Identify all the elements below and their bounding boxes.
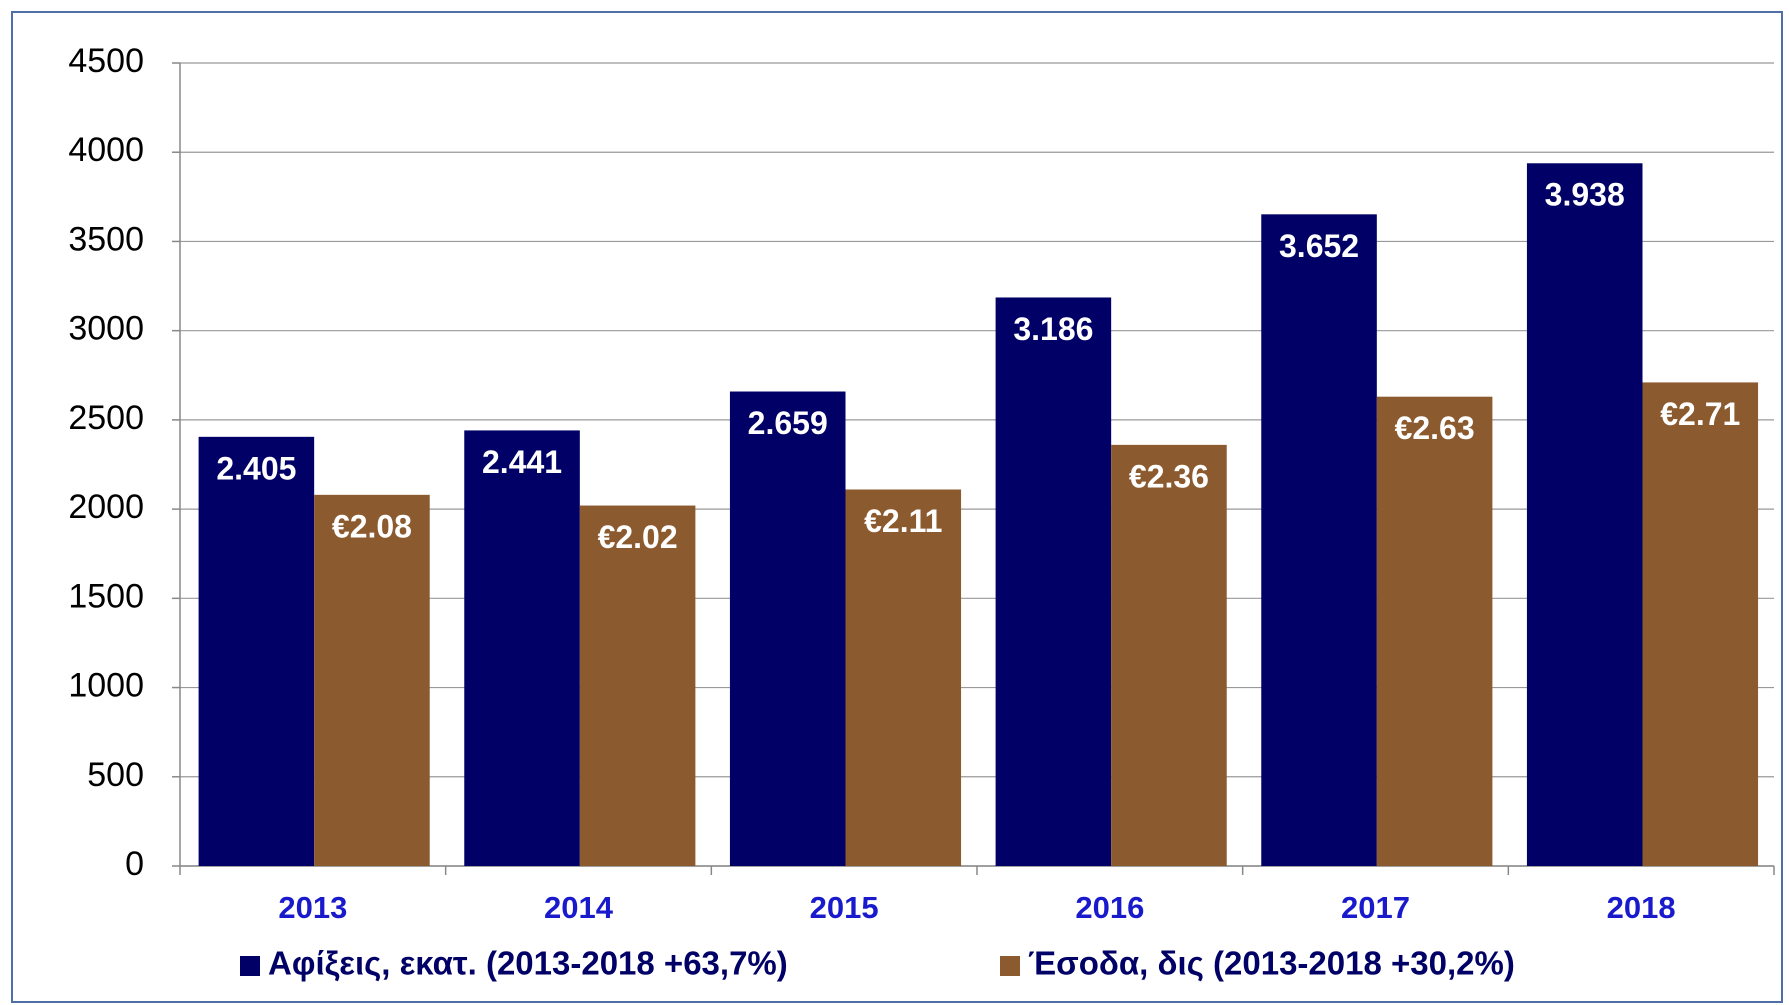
bar (1642, 382, 1759, 866)
legend-label: Αφίξεις, εκατ. (2013-2018 +63,7%) (268, 945, 788, 982)
bar (579, 505, 696, 866)
bar (729, 391, 846, 866)
y-tick-label: 4500 (68, 42, 144, 80)
value-label: €2.71 (1660, 396, 1740, 432)
value-label: 2.659 (748, 405, 828, 441)
bar (845, 489, 962, 866)
value-label: €2.36 (1129, 458, 1209, 494)
x-tick-label: 2013 (278, 890, 347, 925)
x-tick-label: 2018 (1607, 890, 1676, 925)
y-tick-label: 1500 (68, 577, 144, 615)
value-label: 2.405 (216, 450, 296, 486)
bar (1376, 396, 1493, 866)
value-label: 3.652 (1279, 228, 1359, 264)
value-label: €2.63 (1395, 410, 1475, 446)
x-tick-label: 2015 (810, 890, 879, 925)
value-label: 3.186 (1013, 311, 1093, 347)
value-label: 2.441 (482, 444, 562, 480)
bar (1111, 444, 1227, 866)
x-tick-label: 2014 (544, 890, 614, 925)
value-label: 3.938 (1545, 177, 1625, 213)
bar (314, 494, 430, 866)
value-label: €2.02 (598, 519, 678, 555)
y-tick-label: 2000 (68, 488, 144, 526)
bar (995, 297, 1112, 866)
x-tick-label: 2016 (1075, 890, 1144, 925)
y-tick-label: 4000 (68, 131, 144, 169)
bar (464, 430, 580, 866)
value-label: €2.11 (864, 503, 942, 539)
value-label: €2.08 (332, 508, 412, 544)
bar (198, 436, 315, 866)
y-tick-label: 3000 (68, 310, 144, 348)
y-tick-label: 1000 (68, 667, 144, 705)
y-tick-label: 0 (125, 845, 144, 883)
legend-swatch (240, 956, 260, 976)
y-tick-label: 2500 (68, 399, 144, 437)
bar (1526, 163, 1643, 867)
x-tick-label: 2017 (1341, 890, 1410, 925)
y-tick-label: 3500 (68, 220, 144, 258)
legend-swatch (1000, 956, 1020, 976)
bar (1261, 214, 1377, 866)
y-tick-label: 500 (87, 756, 144, 794)
legend-label: Έσοδα, δις (2013-2018 +30,2%) (1028, 945, 1515, 982)
